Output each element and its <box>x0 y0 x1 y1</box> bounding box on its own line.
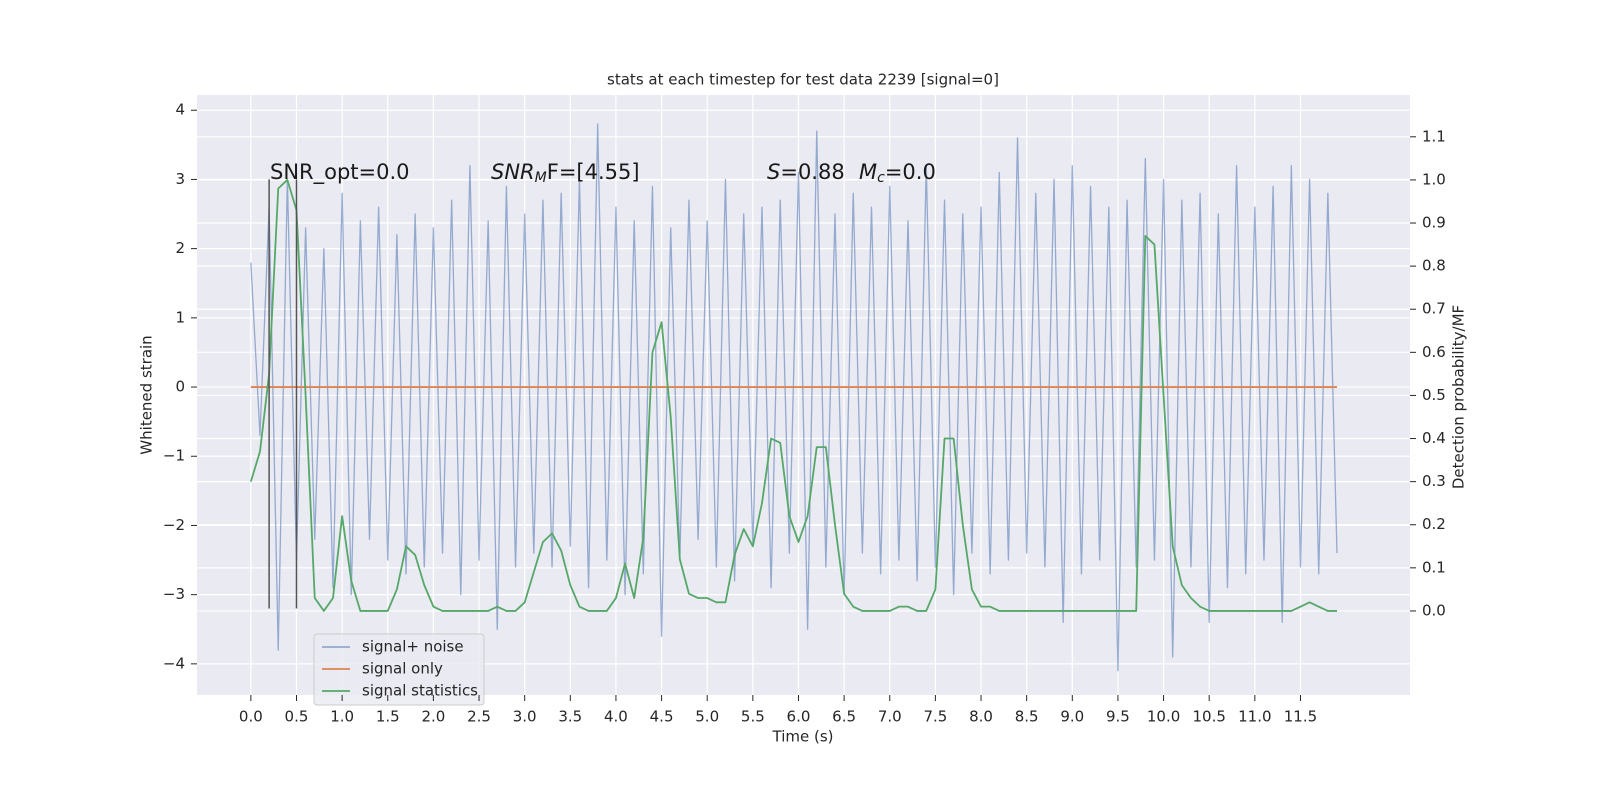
annotation: SNRMF=[4.55] <box>491 160 640 186</box>
y-tick-label: −3 <box>163 585 185 603</box>
x-tick-label: 2.0 <box>421 708 445 726</box>
x-tick-label: 7.5 <box>923 708 947 726</box>
x-tick-label: 2.5 <box>467 708 491 726</box>
y-tick-label: 1 <box>175 308 185 326</box>
marks <box>249 123 1338 672</box>
y-tick-label: −2 <box>163 516 185 534</box>
x-axis-label: Time (s) <box>772 728 834 746</box>
x-tick-label: 4.0 <box>604 708 628 726</box>
legend: signal+ noise signal only signal statistic… <box>313 633 485 706</box>
x-tick-label: 8.5 <box>1015 708 1039 726</box>
y2-tick-label: 0.9 <box>1422 214 1446 232</box>
y2-tick-label: 0.5 <box>1422 386 1446 404</box>
x-tick-label: 6.5 <box>832 708 856 726</box>
y2-tick-label: 0.4 <box>1422 429 1446 447</box>
y-tick-label: 4 <box>175 101 185 119</box>
x-tick-label: 11.5 <box>1284 708 1317 726</box>
legend-box <box>313 633 485 706</box>
annotation-italic: SNR <box>491 160 535 184</box>
y2-tick-label: 0.0 <box>1422 601 1446 619</box>
y2-axis-label: Detection probability/MF <box>1450 305 1468 489</box>
y2-tick-label: 0.2 <box>1422 515 1446 533</box>
annotation: SNR_opt=0.0 <box>270 160 410 185</box>
chart-title: stats at each timestep for test data 223… <box>607 71 999 89</box>
series-line <box>250 123 1338 672</box>
x-tick-label: 6.0 <box>787 708 811 726</box>
x-tick-label: 0.0 <box>239 708 263 726</box>
x-tick-label: 9.0 <box>1060 708 1084 726</box>
annotation-subscript: c <box>877 170 885 186</box>
y2-tick-label: 0.1 <box>1422 558 1446 576</box>
legend-label: signal statistics <box>362 682 478 700</box>
y-tick-label: −1 <box>163 447 185 465</box>
x-tick-label: 9.5 <box>1106 708 1130 726</box>
legend-label: signal+ noise <box>362 638 464 656</box>
legend-label: signal only <box>362 660 443 678</box>
annotation-text: =0.0 <box>885 160 936 184</box>
y-tick-label: 0 <box>175 378 185 396</box>
y-tick-label: 2 <box>175 239 185 257</box>
annotation-italic: M <box>859 160 877 184</box>
series-line <box>249 179 1337 612</box>
annotation-text: SNR_opt=0.0 <box>270 160 410 185</box>
x-tick-label: 5.0 <box>695 708 719 726</box>
y-axis-label: Whitened strain <box>138 335 156 454</box>
y2-tick-label: 1.0 <box>1422 170 1446 188</box>
x-tick-label: 8.0 <box>969 708 993 726</box>
y2-tick-label: 1.1 <box>1422 127 1446 145</box>
y2-tick-label: 0.8 <box>1422 257 1446 275</box>
x-tick-label: 1.0 <box>330 708 354 726</box>
x-tick-label: 4.5 <box>650 708 674 726</box>
annotation: S=0.88 <box>767 160 845 184</box>
annotation-text: F=[4.55] <box>547 160 640 184</box>
annotation-text: =0.88 <box>780 160 844 184</box>
x-tick-label: 11.0 <box>1238 708 1271 726</box>
y-tick-label: 3 <box>175 170 185 188</box>
annotation-subscript: M <box>535 170 547 186</box>
y-tick-label: −4 <box>163 654 185 672</box>
x-tick-label: 3.0 <box>513 708 537 726</box>
y2-tick-label: 0.3 <box>1422 472 1446 490</box>
x-tick-label: 10.5 <box>1192 708 1225 726</box>
y2-tick-label: 0.6 <box>1422 343 1446 361</box>
y2-tick-label: 0.7 <box>1422 300 1446 318</box>
annotation: Mc=0.0 <box>859 160 936 186</box>
x-tick-label: 10.0 <box>1147 708 1180 726</box>
x-tick-label: 7.0 <box>878 708 902 726</box>
annotation-italic: S <box>767 160 780 184</box>
x-tick-label: 1.5 <box>376 708 400 726</box>
x-tick-label: 0.5 <box>285 708 309 726</box>
x-tick-label: 3.5 <box>558 708 582 726</box>
x-tick-label: 5.5 <box>741 708 765 726</box>
